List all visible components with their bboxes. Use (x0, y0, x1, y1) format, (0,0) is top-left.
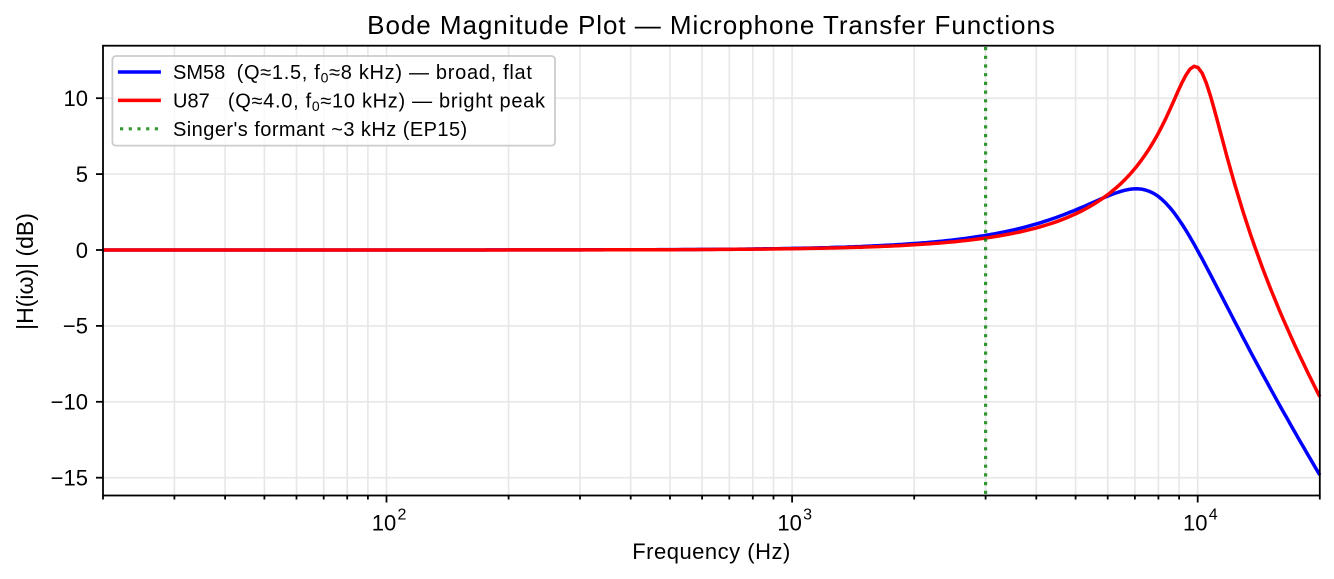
svg-text:Frequency (Hz): Frequency (Hz) (632, 539, 791, 564)
svg-text:Bode Magnitude Plot — Micropho: Bode Magnitude Plot — Microphone Transfe… (367, 10, 1056, 40)
svg-text:0: 0 (76, 238, 88, 263)
svg-text:3: 3 (803, 507, 812, 524)
svg-text:10: 10 (777, 511, 801, 536)
svg-text:−5: −5 (63, 314, 88, 339)
svg-text:−10: −10 (51, 390, 88, 415)
svg-text:SM58(Q≈1.5, f0≈8 kHz) — broad,: SM58 (Q≈1.5, f0≈8 kHz) — broad, flat (173, 62, 533, 86)
svg-text:5: 5 (76, 162, 88, 187)
svg-text:|H(iω)| (dB): |H(iω)| (dB) (12, 213, 38, 330)
svg-text:2: 2 (398, 507, 407, 524)
svg-text:10: 10 (64, 86, 88, 111)
svg-text:Singer's formant ~3 kHz (EP15): Singer's formant ~3 kHz (EP15) (173, 119, 468, 141)
svg-text:U87(Q≈4.0, f0≈10 kHz) — bright: U87 (Q≈4.0, f0≈10 kHz) — bright peak (173, 90, 546, 114)
svg-text:10: 10 (1183, 511, 1207, 536)
svg-text:4: 4 (1209, 507, 1218, 524)
svg-text:−15: −15 (51, 466, 88, 491)
svg-text:10: 10 (372, 511, 396, 536)
